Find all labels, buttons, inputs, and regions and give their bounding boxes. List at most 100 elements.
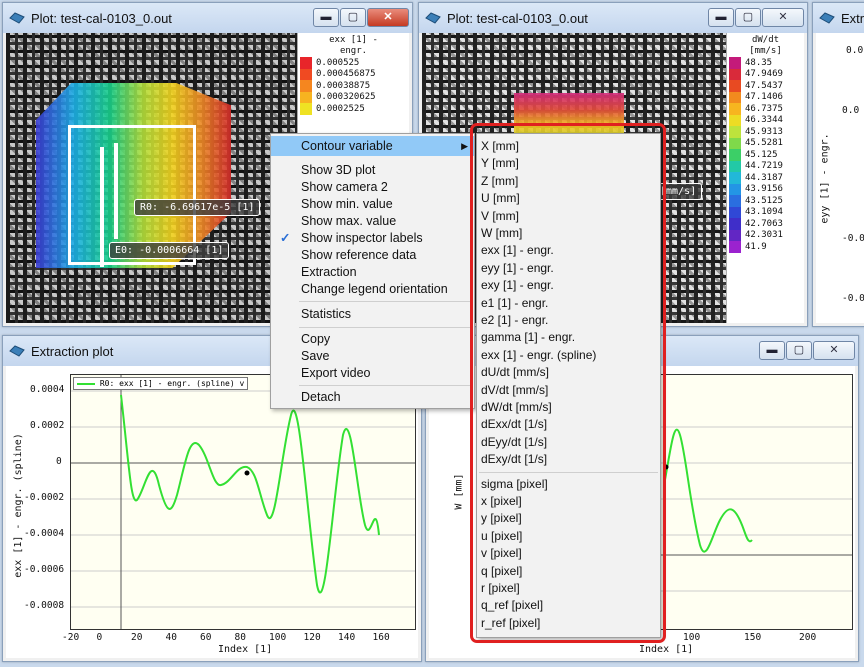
marker-point bbox=[244, 470, 250, 476]
legend-entry: 45.125 bbox=[727, 149, 804, 161]
submenu-item[interactable]: v [pixel] bbox=[481, 546, 522, 561]
maximize-button[interactable]: ▢ bbox=[735, 8, 761, 27]
maximize-button[interactable]: ▢ bbox=[340, 8, 366, 27]
close-button[interactable]: ✕ bbox=[367, 8, 409, 27]
legend-entry: 0.0002525 bbox=[298, 103, 409, 115]
extraction-line-1[interactable] bbox=[100, 147, 104, 267]
legend-label: 44.3187 bbox=[745, 172, 783, 183]
contour-variable-submenu: X [mm] Y [mm] Z [mm] U [mm] V [mm] W [mm] exx … bbox=[476, 133, 661, 638]
submenu-item[interactable]: u [pixel] bbox=[481, 528, 523, 543]
submenu-item[interactable]: exy [1] - engr. bbox=[481, 278, 554, 293]
legend-swatch bbox=[729, 57, 741, 69]
submenu-item[interactable]: exx [1] - engr. bbox=[481, 243, 554, 258]
legend-swatch bbox=[729, 91, 741, 103]
x-axis-label: Index [1] bbox=[639, 644, 694, 655]
submenu-item[interactable]: r_ref [pixel] bbox=[481, 615, 541, 630]
submenu-item[interactable]: e1 [1] - engr. bbox=[481, 295, 549, 310]
x-tick: 150 bbox=[744, 632, 762, 643]
minimize-button[interactable]: ▬ bbox=[708, 8, 734, 27]
extraction-rectangle[interactable] bbox=[68, 125, 196, 265]
submenu-item[interactable]: dEyy/dt [1/s] bbox=[481, 434, 548, 449]
legend-entry: 44.7219 bbox=[727, 160, 804, 172]
legend-swatch bbox=[729, 206, 741, 218]
x-tick: 200 bbox=[799, 632, 817, 643]
inspector-label: [mm/s] bbox=[654, 183, 703, 200]
submenu-item[interactable]: q [pixel] bbox=[481, 563, 523, 578]
marker-point bbox=[663, 464, 669, 470]
y-tick: -0.0 bbox=[842, 233, 864, 244]
menu-item-show-inspector-labels[interactable]: ✓ Show inspector labels bbox=[280, 231, 423, 245]
submenu-item[interactable]: dExx/dt [1/s] bbox=[481, 417, 548, 432]
menu-item-show-min-value[interactable]: Show min. value bbox=[301, 197, 393, 211]
legend-swatch bbox=[729, 126, 741, 138]
menu-item-show-max-value[interactable]: Show max. value bbox=[301, 214, 397, 228]
submenu-item[interactable]: Y [mm] bbox=[481, 156, 519, 171]
menu-item-show-camera-2[interactable]: Show camera 2 bbox=[301, 180, 388, 194]
minimize-button[interactable]: ▬ bbox=[759, 341, 785, 360]
menu-separator bbox=[299, 385, 472, 386]
menu-item-detach[interactable]: Detach bbox=[301, 390, 341, 404]
menu-item-show-3d-plot[interactable]: Show 3D plot bbox=[301, 163, 376, 177]
maximize-button[interactable]: ▢ bbox=[786, 341, 812, 360]
legend-entry: 45.9313 bbox=[727, 126, 804, 138]
submenu-item[interactable]: x [pixel] bbox=[481, 494, 522, 508]
submenu-item[interactable]: sigma [pixel] bbox=[481, 476, 548, 491]
submenu-item[interactable]: W [mm] bbox=[481, 226, 523, 240]
legend-swatch bbox=[300, 68, 312, 80]
menu-item-extraction[interactable]: Extraction bbox=[301, 265, 357, 279]
close-button[interactable]: ✕ bbox=[813, 341, 855, 360]
submenu-item[interactable]: dV/dt [mm/s] bbox=[481, 382, 549, 397]
submenu-item[interactable]: y [pixel] bbox=[481, 511, 522, 526]
extraction-line-2[interactable] bbox=[114, 143, 118, 239]
plot-window-eyy: Extr 0.0 0.0 -0.0 -0.0 eyy [1] - engr. bbox=[812, 2, 864, 327]
submenu-item[interactable]: dU/dt [mm/s] bbox=[481, 365, 550, 380]
plot-window-exx-titlebar[interactable]: Plot: test-cal-0103_0.out ▬ ▢ ✕ bbox=[3, 3, 412, 33]
submenu-item[interactable]: dExy/dt [1/s] bbox=[481, 452, 548, 467]
submenu-item[interactable]: Z [mm] bbox=[481, 173, 519, 188]
plot-window-eyy-titlebar[interactable]: Extr bbox=[813, 3, 864, 33]
plot-window-dwdt-titlebar[interactable]: Plot: test-cal-0103_0.out ▬ ▢ ✕ bbox=[419, 3, 807, 33]
submenu-item[interactable]: e2 [1] - engr. bbox=[481, 313, 549, 327]
legend-label: 43.1094 bbox=[745, 207, 783, 218]
legend-swatch bbox=[300, 103, 312, 115]
x-tick: 20 bbox=[131, 632, 143, 643]
menu-item-statistics[interactable]: Statistics bbox=[301, 307, 352, 321]
menu-item-contour-variable[interactable]: Contour variable ▶ bbox=[271, 136, 474, 156]
submenu-item[interactable]: V [mm] bbox=[481, 208, 519, 223]
submenu-item[interactable]: X [mm] bbox=[481, 139, 519, 153]
legend-label: 0.000456875 bbox=[316, 69, 376, 80]
submenu-item[interactable]: q_ref [pixel] bbox=[481, 598, 544, 613]
extraction-plot-window: Extraction plot R0: exx [1] bbox=[2, 335, 422, 662]
menu-item-change-legend-orientation[interactable]: Change legend orientation bbox=[301, 282, 448, 296]
y-axis-label: W [mm] bbox=[453, 473, 465, 510]
x-axis-label: Index [1] bbox=[218, 644, 273, 655]
y-tick: 0.0 bbox=[842, 105, 860, 116]
menu-item-copy[interactable]: Copy bbox=[301, 332, 331, 346]
submenu-item[interactable]: exx [1] - engr. (spline) bbox=[481, 347, 597, 362]
legend-label: 0.0002525 bbox=[316, 103, 365, 114]
legend-swatch bbox=[729, 160, 741, 172]
submenu-item[interactable]: dW/dt [mm/s] bbox=[481, 400, 552, 414]
submenu-item[interactable]: r [pixel] bbox=[481, 581, 520, 595]
plot-canvas[interactable]: R0: exx [1] - engr. (spline) v 0.0004 0.… bbox=[6, 366, 418, 658]
menu-item-export-video[interactable]: Export video bbox=[301, 366, 371, 380]
legend-entry: 0.000456875 bbox=[298, 68, 409, 80]
legend-title: exx [1] - engr. bbox=[329, 35, 378, 56]
y-axis-label: eyy [1] - engr. bbox=[819, 133, 831, 224]
legend-entry: 0.000525 bbox=[298, 57, 409, 69]
w-curve bbox=[663, 428, 753, 553]
legend-swatch bbox=[729, 229, 741, 241]
submenu-item[interactable]: U [mm] bbox=[481, 191, 520, 206]
menu-item-save[interactable]: Save bbox=[301, 349, 330, 363]
legend-entry: 41.9 bbox=[727, 241, 804, 253]
minimize-button[interactable]: ▬ bbox=[313, 8, 339, 27]
submenu-item[interactable]: gamma [1] - engr. bbox=[481, 330, 576, 345]
legend-swatch bbox=[729, 241, 741, 253]
legend-swatch bbox=[729, 68, 741, 80]
legend-label: 43.5125 bbox=[745, 195, 783, 206]
legend-title: dW/dt [mm/s] bbox=[749, 35, 782, 56]
legend-entry: 47.5437 bbox=[727, 80, 804, 92]
submenu-item[interactable]: eyy [1] - engr. bbox=[481, 260, 554, 275]
close-button[interactable]: ✕ bbox=[762, 8, 804, 27]
menu-item-show-reference-data[interactable]: Show reference data bbox=[301, 248, 417, 262]
